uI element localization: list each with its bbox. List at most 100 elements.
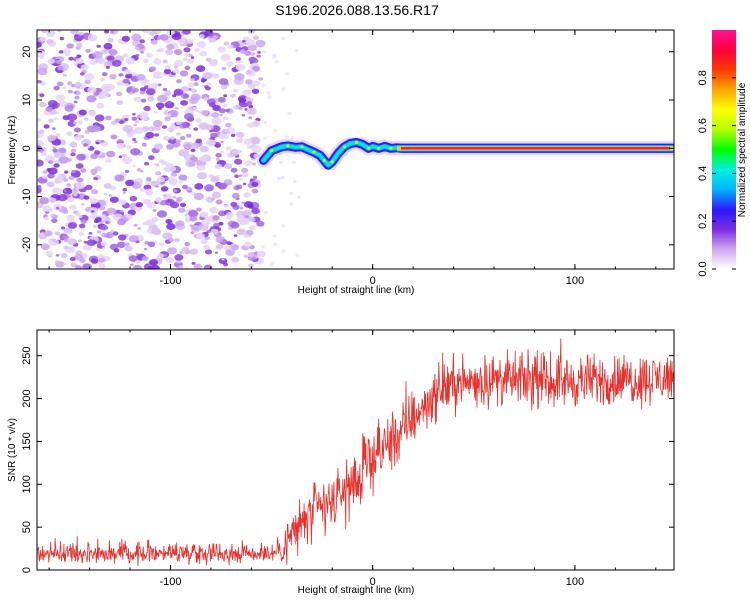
noise-speckle (116, 81, 122, 86)
noise-speckle (138, 180, 143, 184)
noise-speckle (249, 217, 256, 222)
noise-speckle (89, 198, 98, 205)
noise-speckle (238, 106, 244, 111)
noise-speckle (67, 81, 72, 85)
noise-speckle (54, 177, 64, 184)
noise-speckle (148, 126, 156, 132)
noise-speckle (140, 50, 145, 54)
noise-speckle (73, 62, 78, 66)
noise-speckle (118, 234, 127, 241)
noise-speckle (245, 229, 254, 236)
noise-speckle (173, 195, 177, 199)
noise-speckle (63, 235, 70, 240)
noise-speckle (63, 262, 67, 266)
noise-speckle (221, 133, 230, 140)
noise-speckle (144, 188, 153, 195)
spectrogram-y-label: Frequency (Hz) (7, 116, 18, 185)
noise-speckle (69, 204, 77, 210)
noise-speckle (51, 218, 58, 223)
colorbar-tick-label: 0.4 (697, 166, 709, 181)
noise-speckle (73, 193, 78, 197)
noise-speckle (250, 52, 256, 56)
noise-speckle (234, 174, 239, 178)
noise-speckle (136, 74, 146, 81)
noise-speckle (134, 127, 144, 134)
noise-speckle (91, 210, 95, 213)
noise-speckle (242, 39, 246, 43)
noise-speckle (164, 116, 171, 122)
noise-speckle (90, 153, 98, 160)
noise-speckle (182, 141, 194, 150)
noise-speckle (214, 251, 219, 254)
noise-speckle (139, 188, 146, 192)
noise-speckle (204, 249, 213, 255)
noise-speckle (159, 34, 169, 41)
noise-speckle (37, 93, 40, 97)
ridge-hotspot (377, 146, 381, 150)
y-tick-label: 20 (21, 46, 33, 58)
noise-speckle (281, 249, 286, 253)
noise-speckle (62, 86, 66, 89)
noise-speckle (289, 202, 294, 206)
noise-speckle (225, 122, 232, 128)
noise-speckle (65, 188, 70, 192)
noise-speckle (70, 262, 78, 268)
noise-speckle (231, 192, 240, 199)
noise-speckle (206, 82, 211, 86)
noise-speckle (170, 172, 177, 177)
noise-speckle (60, 253, 68, 258)
noise-speckle (236, 229, 245, 236)
noise-speckle (93, 92, 99, 97)
noise-speckle (235, 57, 241, 61)
noise-speckle (39, 129, 45, 134)
noise-speckle (243, 138, 253, 145)
noise-speckle (53, 85, 60, 91)
noise-speckle (196, 41, 207, 48)
noise-speckle (185, 159, 196, 168)
noise-speckle (56, 59, 62, 65)
noise-speckle (122, 125, 133, 133)
noise-speckle (246, 101, 253, 106)
noise-speckle (178, 180, 183, 184)
noise-speckle (145, 131, 155, 139)
noise-speckle (85, 184, 93, 191)
noise-speckle (175, 198, 182, 203)
noise-speckle (246, 144, 253, 149)
noise-speckle (73, 127, 81, 133)
noise-speckle (79, 72, 85, 76)
noise-speckle (47, 58, 55, 64)
noise-speckle (165, 219, 173, 224)
ridge-hotspot (367, 146, 371, 150)
noise-speckle (198, 122, 209, 130)
noise-speckle (146, 202, 156, 209)
noise-speckle (176, 121, 182, 125)
noise-speckle (173, 88, 184, 96)
noise-region (37, 30, 302, 269)
noise-speckle (103, 192, 108, 196)
noise-speckle (217, 182, 228, 190)
noise-speckle (76, 153, 86, 161)
noise-speckle (48, 197, 57, 204)
noise-speckle (74, 135, 82, 141)
noise-speckle (132, 138, 137, 141)
noise-speckle (91, 172, 96, 176)
noise-speckle (195, 232, 205, 240)
noise-speckle (142, 143, 147, 147)
noise-speckle (287, 111, 292, 115)
noise-speckle (190, 56, 195, 59)
noise-speckle (163, 193, 173, 201)
noise-speckle (106, 55, 115, 62)
noise-speckle (156, 49, 160, 53)
noise-speckle (230, 167, 238, 173)
noise-speckle (135, 202, 143, 208)
noise-speckle (191, 262, 196, 265)
noise-speckle (245, 69, 256, 77)
noise-speckle (196, 164, 205, 171)
noise-speckle (67, 238, 77, 246)
noise-speckle (135, 253, 140, 256)
noise-speckle (75, 212, 81, 216)
noise-speckle (174, 238, 180, 243)
noise-speckle (226, 61, 234, 67)
noise-speckle (62, 209, 69, 214)
noise-speckle (242, 182, 247, 186)
